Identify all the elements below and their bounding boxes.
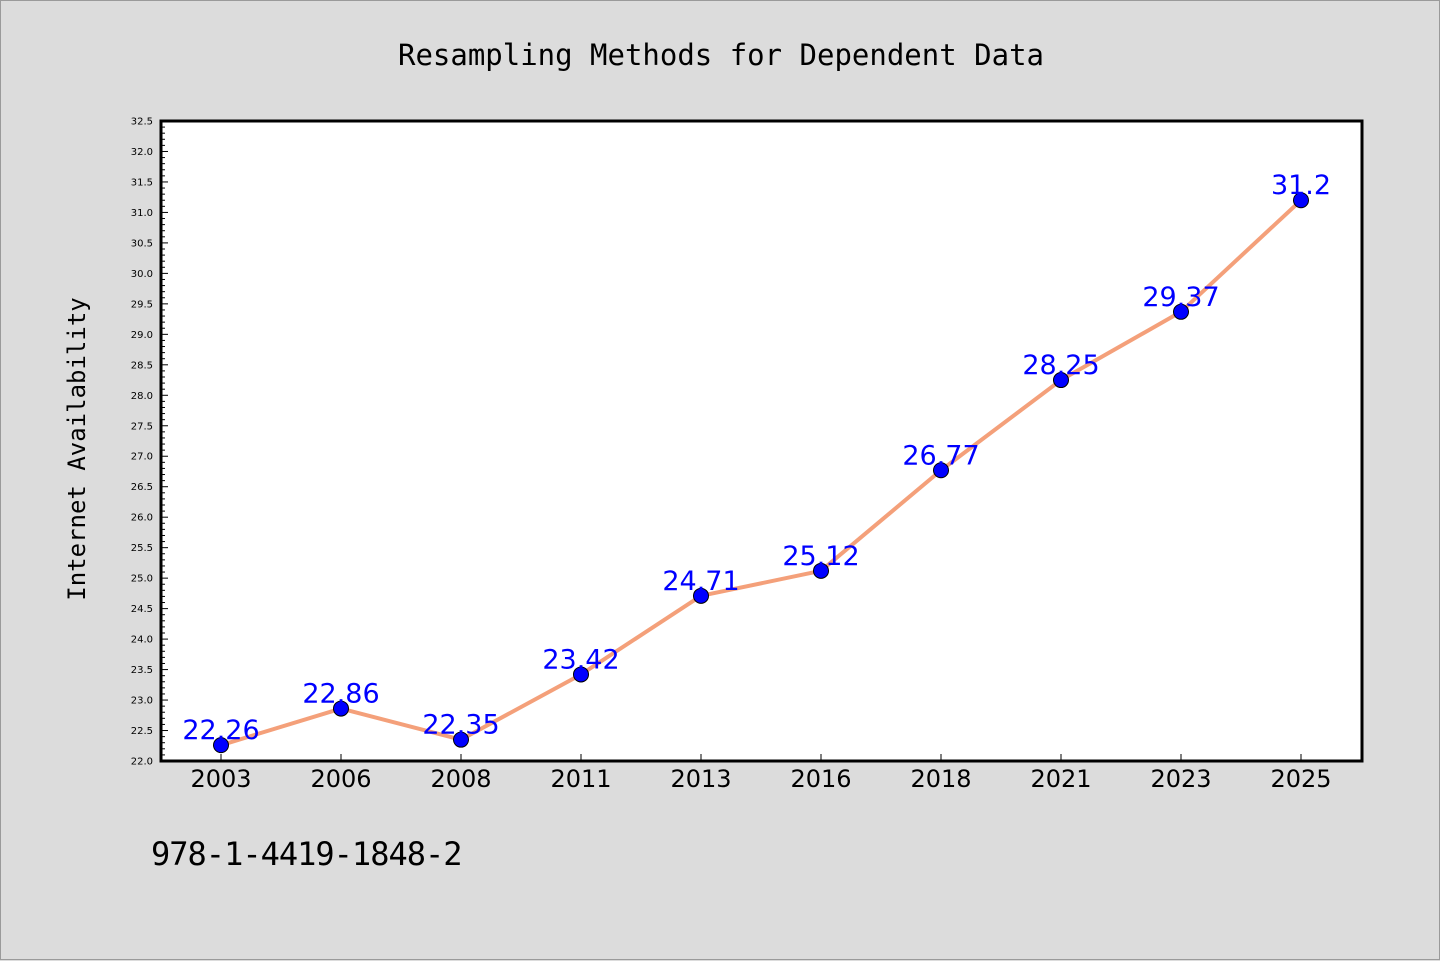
y-tick-label: 22.5 bbox=[131, 726, 153, 737]
y-axis-ticks: 22.0 22.5 23.0 23.5 24.0 24.5 25.0 25.5 26.0 26.5… bbox=[131, 117, 168, 768]
data-label: 22.26 bbox=[182, 715, 259, 746]
y-tick-label: 32.0 bbox=[131, 147, 153, 158]
data-label: 22.35 bbox=[422, 710, 499, 741]
y-tick-label: 31.0 bbox=[131, 208, 153, 219]
data-point bbox=[213, 737, 229, 754]
data-label: 29.37 bbox=[1142, 282, 1219, 313]
x-tick-label: 2021 bbox=[1030, 765, 1091, 793]
data-point bbox=[813, 562, 829, 579]
data-point bbox=[1053, 372, 1069, 389]
y-tick-label: 24.5 bbox=[131, 604, 153, 615]
y-tick-label: 23.0 bbox=[131, 696, 153, 707]
x-axis-ticks: 2003 2006 2008 2011 2013 2016 2018 2021 2023 2025 bbox=[190, 754, 1332, 793]
y-tick-label: 26.5 bbox=[131, 482, 153, 493]
y-tick-label: 27.0 bbox=[131, 452, 153, 463]
data-label: 24.71 bbox=[662, 566, 739, 597]
data-point bbox=[693, 587, 709, 604]
y-tick-label: 26.0 bbox=[131, 513, 153, 524]
x-tick-label: 2008 bbox=[430, 765, 491, 793]
data-point bbox=[573, 666, 589, 683]
y-tick-label: 29.0 bbox=[131, 330, 153, 341]
y-tick-label: 22.0 bbox=[131, 757, 153, 768]
y-tick-label: 29.5 bbox=[131, 299, 153, 310]
x-tick-label: 2018 bbox=[910, 765, 971, 793]
isbn-text: 978-1-4419-1848-2 bbox=[151, 835, 463, 873]
data-label: 31.2 bbox=[1271, 170, 1331, 201]
y-tick-label: 28.0 bbox=[131, 391, 153, 402]
x-tick-label: 2016 bbox=[790, 765, 851, 793]
y-tick-label: 31.5 bbox=[131, 177, 153, 188]
data-point bbox=[333, 700, 349, 717]
y-tick-label: 25.5 bbox=[131, 543, 153, 554]
x-tick-label: 2023 bbox=[1150, 765, 1211, 793]
series-line bbox=[220, 198, 1303, 748]
x-tick-label: 2011 bbox=[550, 765, 611, 793]
x-tick-label: 2006 bbox=[310, 765, 371, 793]
y-axis-label: Internet Availability bbox=[63, 297, 91, 600]
y-tick-label: 28.5 bbox=[131, 360, 153, 371]
data-label: 22.86 bbox=[302, 679, 379, 710]
x-tick-label: 2003 bbox=[190, 765, 251, 793]
y-tick-label: 30.5 bbox=[131, 238, 153, 249]
data-point bbox=[453, 731, 469, 748]
series-group: 22.26 22.86 22.35 23.42 24.71 25.12 26.77 28.25… bbox=[182, 170, 1331, 754]
x-tick-label: 2013 bbox=[670, 765, 731, 793]
data-label: 26.77 bbox=[902, 440, 979, 471]
y-tick-label: 32.5 bbox=[131, 117, 153, 128]
data-label: 28.25 bbox=[1022, 350, 1099, 381]
data-point bbox=[1173, 303, 1189, 320]
plot-area bbox=[159, 119, 1364, 763]
data-label: 23.42 bbox=[542, 644, 619, 675]
data-point bbox=[1293, 192, 1309, 209]
y-tick-label: 27.5 bbox=[131, 421, 153, 432]
y-tick-label: 30.0 bbox=[131, 269, 153, 280]
chart-title: Resampling Methods for Dependent Data bbox=[398, 38, 1044, 72]
y-tick-label: 24.0 bbox=[131, 635, 153, 646]
x-tick-label: 2025 bbox=[1270, 765, 1331, 793]
y-tick-label: 23.5 bbox=[131, 665, 153, 676]
y-tick-label: 25.0 bbox=[131, 574, 153, 585]
data-label: 25.12 bbox=[782, 541, 859, 572]
data-point bbox=[933, 462, 949, 479]
